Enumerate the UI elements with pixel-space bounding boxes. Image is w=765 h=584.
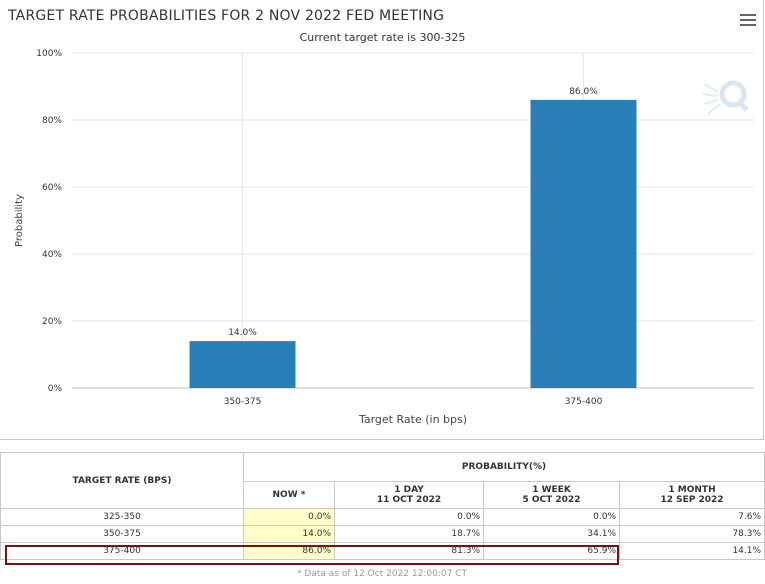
rate-cell: 325-350 <box>0 508 244 526</box>
week-cell: 34.1% <box>483 525 620 543</box>
bar-375-400 <box>530 99 637 389</box>
y-tick-label: 20% <box>42 317 62 327</box>
rate-cell: 350-375 <box>0 525 244 543</box>
probability-table-panel: TARGET RATE (BPS) PROBABILITY(%) NOW * 1… <box>0 452 765 572</box>
chart-subtitle: Current target rate is 300-325 <box>299 31 466 44</box>
month-cell: 7.6% <box>618 508 765 526</box>
probability-table: TARGET RATE (BPS) PROBABILITY(%) NOW * 1… <box>0 452 765 560</box>
now-cell: 0.0% <box>243 508 335 526</box>
y-tick-label: 80% <box>42 116 62 126</box>
month-cell: 14.1% <box>618 542 765 560</box>
chart-title: TARGET RATE PROBABILITIES FOR 2 NOV 2022… <box>8 8 445 24</box>
x-tick-label: 350-375 <box>224 397 262 407</box>
data-timestamp-note: * Data as of 12 Oct 2022 12:00:07 CT <box>297 569 467 579</box>
header-target-rate: TARGET RATE (BPS) <box>0 452 244 509</box>
x-tick-label: 375-400 <box>565 397 603 407</box>
y-axis-title: Probability <box>14 194 25 247</box>
y-tick-label: 100% <box>36 49 62 59</box>
day-cell: 0.0% <box>334 508 484 526</box>
data-label: 86.0% <box>569 87 598 97</box>
table-row: 325-350 0.0% 0.0% 0.0% 7.6% <box>0 508 765 526</box>
header-1-day: 1 DAY 11 OCT 2022 <box>334 481 484 509</box>
month-cell: 78.3% <box>618 525 765 543</box>
y-tick-label: 40% <box>42 250 62 260</box>
now-cell: 14.0% <box>243 525 335 543</box>
x-axis-title: Target Rate (in bps) <box>358 413 467 426</box>
y-tick-label: 0% <box>48 384 63 394</box>
bar-chart: 0% 20% 40% 60% 80% 100% 14.0% 350-375 86.0% 375-4… <box>14 49 754 426</box>
header-1-month: 1 MONTH 12 SEP 2022 <box>618 481 765 509</box>
header-now: NOW * <box>243 481 335 509</box>
table-row: 350-375 14.0% 18.7% 34.1% 78.3% <box>0 525 765 543</box>
day-cell: 18.7% <box>334 525 484 543</box>
week-cell: 65.9% <box>483 542 620 560</box>
week-cell: 0.0% <box>483 508 620 526</box>
data-label: 14.0% <box>228 328 257 338</box>
table-row-highlighted: 375-400 86.0% 81.3% 65.9% 14.1% <box>0 542 765 560</box>
day-cell: 81.3% <box>334 542 484 560</box>
q-logo-icon <box>701 80 749 115</box>
bar-350-375 <box>189 341 296 388</box>
y-tick-label: 60% <box>42 183 62 193</box>
header-probability: PROBABILITY(%) <box>242 452 765 482</box>
rate-cell: 375-400 <box>0 542 244 560</box>
chart-panel: 0% 20% 40% 60% 80% 100% 14.0% 350-375 86.0% 375-4… <box>0 0 764 440</box>
header-1-week: 1 WEEK 5 OCT 2022 <box>483 481 620 509</box>
hamburger-menu-icon[interactable] <box>740 14 756 28</box>
now-cell: 86.0% <box>243 542 335 560</box>
